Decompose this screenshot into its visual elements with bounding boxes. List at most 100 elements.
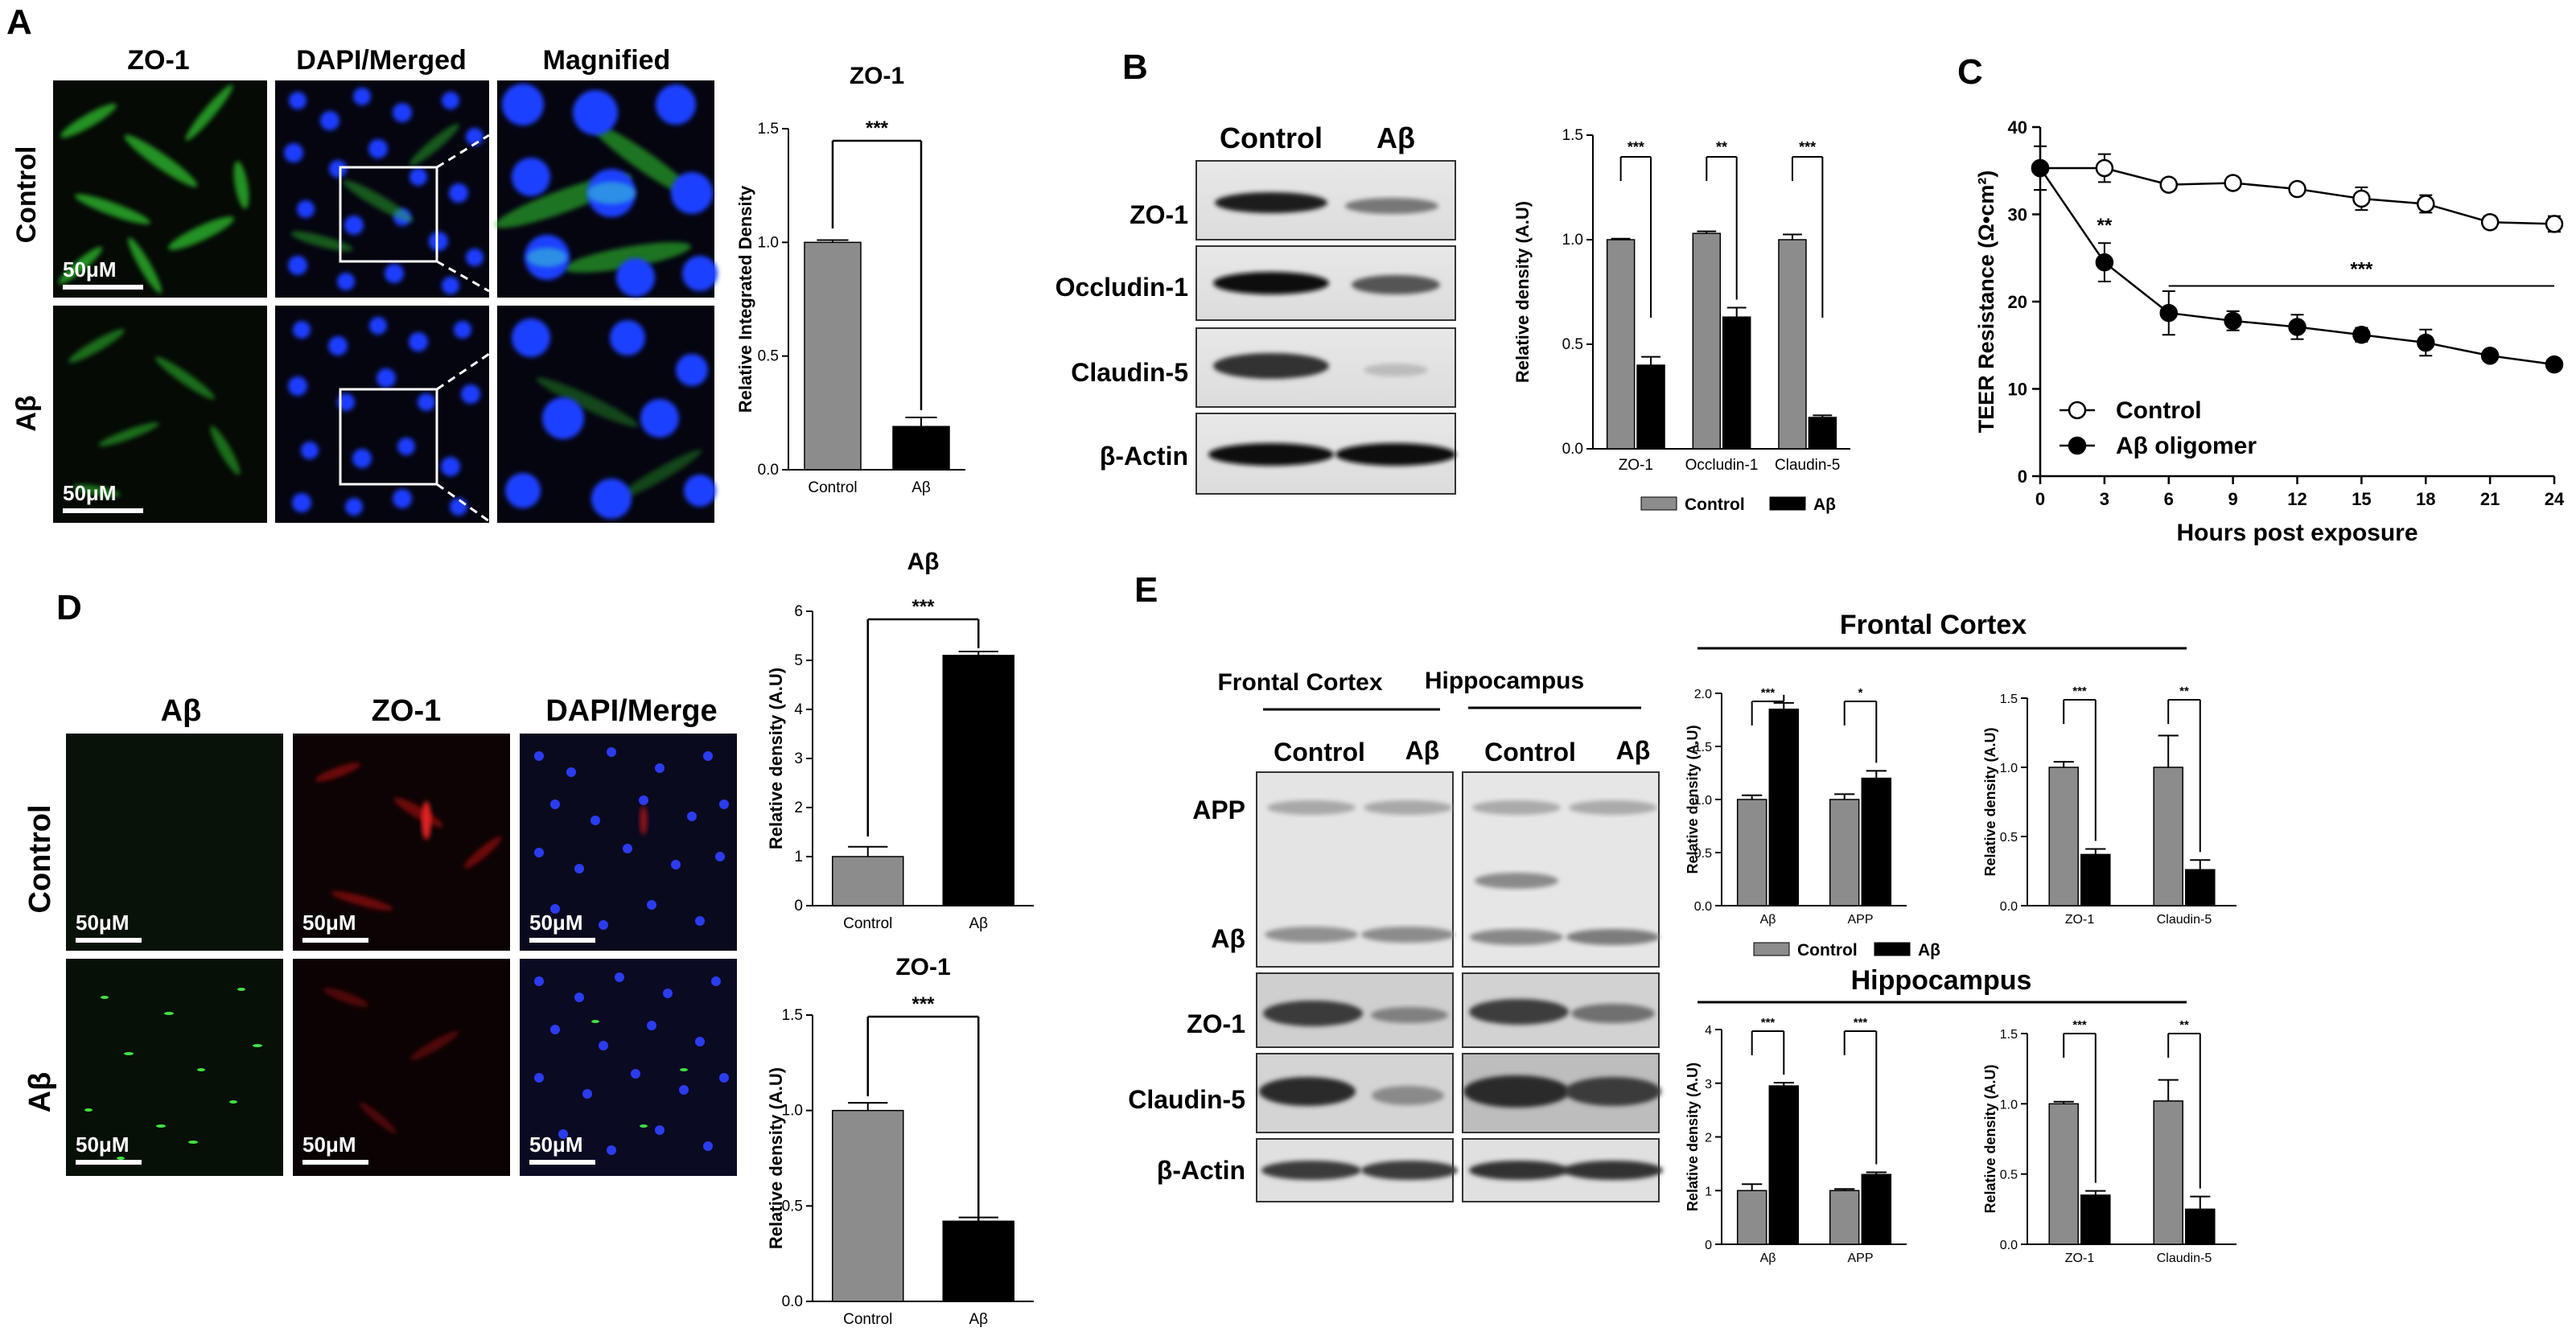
blot-b-row-zo1: ZO-1: [1130, 200, 1188, 229]
bar-Control-1: [2153, 1100, 2183, 1245]
x-tick-label: 3: [2100, 489, 2109, 509]
bar-Aβ-1: [1861, 777, 1892, 906]
panel-label-a: A: [6, 2, 32, 42]
panel-e-western-blot: Frontal Cortex Hippocampus Control Aβ Co…: [1128, 668, 1663, 1202]
blot-b-col-abeta: Aβ: [1376, 121, 1415, 154]
data-point-1-7: [2480, 347, 2500, 365]
data-point-1-0: [2031, 158, 2050, 178]
panel-a-header-magnified: Magnified: [543, 45, 671, 76]
bar-Control-0: [1736, 1190, 1767, 1245]
bar-Control-1: [1829, 1190, 1860, 1245]
blot-e-strip-actin-fc: [1256, 1138, 1458, 1202]
x-tick-label: ZO-1: [2065, 913, 2095, 927]
y-axis-label: Relative density (A.U): [1982, 727, 1998, 876]
blot-e-row-claudin: Claudin-5: [1128, 1085, 1245, 1114]
x-tick-label: 18: [2416, 489, 2435, 509]
scalebar-label-d6: 50μM: [529, 1132, 583, 1157]
x-axis-label: Hours post exposure: [2176, 520, 2418, 546]
scalebar-a1: [63, 285, 143, 290]
bar-Aβ-0: [2080, 853, 2111, 906]
panel-e-title-hippocampus: Hippocampus: [1851, 965, 2032, 996]
blot-b-strip-actin: [1195, 413, 1456, 495]
y-tick-label: 0.5: [1562, 336, 1583, 353]
chart-e-frontal-abeta-app: 0.0 0.5 1.0 1.5 2.0 Relative density (A.U) Aβ *…: [1685, 686, 1907, 927]
micrograph-d-dapi-control: [520, 734, 737, 951]
x-tick-label: 6: [2164, 489, 2174, 509]
bar-Control-1: [1829, 799, 1860, 906]
x-tick-label: APP: [1847, 913, 1873, 927]
blot-e-strip-app-abeta-fc: [1256, 771, 1455, 968]
scalebar-a2: [63, 508, 143, 513]
sig-label: **: [2179, 1018, 2189, 1032]
chart-d-zo1: 0.0 0.5 1.0 1.5 Relative density (A.U) Contro…: [766, 954, 1034, 1328]
scalebar-d4: [76, 1160, 142, 1165]
blot-b-row-actin: β-Actin: [1100, 442, 1188, 471]
bar-Aβ-0: [1768, 1085, 1800, 1245]
chart-title: ZO-1: [895, 954, 950, 980]
data-point-1-5: [2352, 325, 2371, 344]
sig-label: ***: [2072, 1018, 2087, 1032]
blot-e-row-app: APP: [1192, 795, 1245, 824]
bar-Control-0: [1736, 799, 1767, 906]
data-point-0-4: [2288, 179, 2306, 199]
y-axis-label: Relative density (A.U): [1982, 1064, 1998, 1213]
blot-e-lane-1: Control: [1274, 738, 1365, 767]
micrograph-d-abeta-abeta: [66, 959, 283, 1176]
y-tick-label: 0.0: [1694, 900, 1712, 914]
x-tick-label: Claudin-5: [2157, 1252, 2212, 1265]
legend-label-control: Control: [1685, 495, 1745, 514]
y-axis-label: Relative density (A.U): [1512, 201, 1533, 383]
bar-Control-1: [1692, 232, 1722, 450]
y-tick-label: 0.5: [2000, 1169, 2018, 1182]
data-point-0-1: [2095, 158, 2114, 178]
sig-label: ***: [1854, 1016, 1868, 1030]
data-point-1-8: [2545, 355, 2564, 374]
panel-d-header-abeta: Aβ: [161, 694, 202, 728]
y-tick-label: 30: [2008, 205, 2027, 225]
x-tick-label: 24: [2545, 489, 2565, 509]
bar-Aβ-0: [1636, 364, 1665, 450]
micrograph-a-magnified-abeta: [497, 306, 716, 523]
y-tick-label: 0.5: [758, 348, 779, 365]
blot-e-row-abeta: Aβ: [1211, 924, 1245, 953]
y-axis-label: Relative density (A.U): [766, 1067, 786, 1249]
y-tick-label: 2.0: [1694, 688, 1712, 701]
panel-label-c: C: [1957, 52, 1983, 92]
y-tick-label: 1.0: [1694, 794, 1712, 808]
y-tick-label: 0.0: [1562, 441, 1583, 458]
blot-e-row-zo1: ZO-1: [1187, 1009, 1245, 1038]
sig-label-range: ***: [2350, 258, 2373, 280]
bar-Aβ-0: [2080, 1194, 2111, 1245]
scalebar-d6: [529, 1160, 595, 1165]
x-tick-label: ZO-1: [1619, 457, 1653, 474]
data-point-0-7: [2480, 213, 2500, 232]
bar-Control-2: [1778, 239, 1807, 450]
blot-e-strip-zo1-fc: [1256, 972, 1454, 1048]
y-tick-label: 1: [1705, 1185, 1712, 1198]
panel-d-micrographs: Aβ ZO-1 DAPI/Merge Control Aβ: [23, 694, 737, 1176]
y-tick-label: 0: [794, 898, 803, 915]
scalebar-label-d1: 50μM: [76, 910, 130, 935]
chart-e-hippocampus-zo1-claudin: 0.0 0.5 1.0 1.5 Relative density (A.U) ZO-1 **…: [1982, 1018, 2237, 1265]
panel-label-d: D: [56, 588, 82, 627]
y-tick-label: 5: [794, 652, 803, 669]
panel-label-b: B: [1122, 47, 1148, 87]
scalebar-label-a2: 50μM: [63, 481, 117, 505]
panel-b-western-blot: Control Aβ ZO-1 Occludin-1 Claudin-5 β-A…: [1056, 121, 1456, 495]
y-axis-label: Relative density (A.U): [1685, 1063, 1701, 1211]
micrograph-a-magnified-control: [495, 80, 718, 298]
legend-label-abeta: Aβ oligomer: [2116, 433, 2257, 459]
bar-Aβ-2: [1808, 417, 1837, 450]
chart-d-abeta: 0 1 2 3 4 5 6 Relative density (A.U) Control Aβ Aβ…: [766, 549, 1034, 932]
bar-Control-0: [2048, 1103, 2079, 1245]
x-tick-label: 9: [2228, 489, 2238, 509]
panel-a-row-abeta: Aβ: [11, 395, 42, 431]
y-tick-label: 1.5: [1694, 741, 1712, 754]
x-tick-label: 12: [2287, 489, 2306, 509]
x-tick-label: 0: [2035, 489, 2045, 509]
legend-label-control: Control: [1797, 941, 1858, 960]
chart-e-frontal-zo1-claudin: 0.0 0.5 1.0 1.5 Relative density (A.U) ZO-1 **…: [1982, 684, 2237, 927]
legend-swatch-abeta: [1769, 496, 1806, 511]
chart-b-relative-density: 0.0 0.5 1.0 1.5 Relative density (A.U) ZO-1 **…: [1512, 127, 1850, 474]
bar-Aβ-1: [1861, 1174, 1892, 1245]
